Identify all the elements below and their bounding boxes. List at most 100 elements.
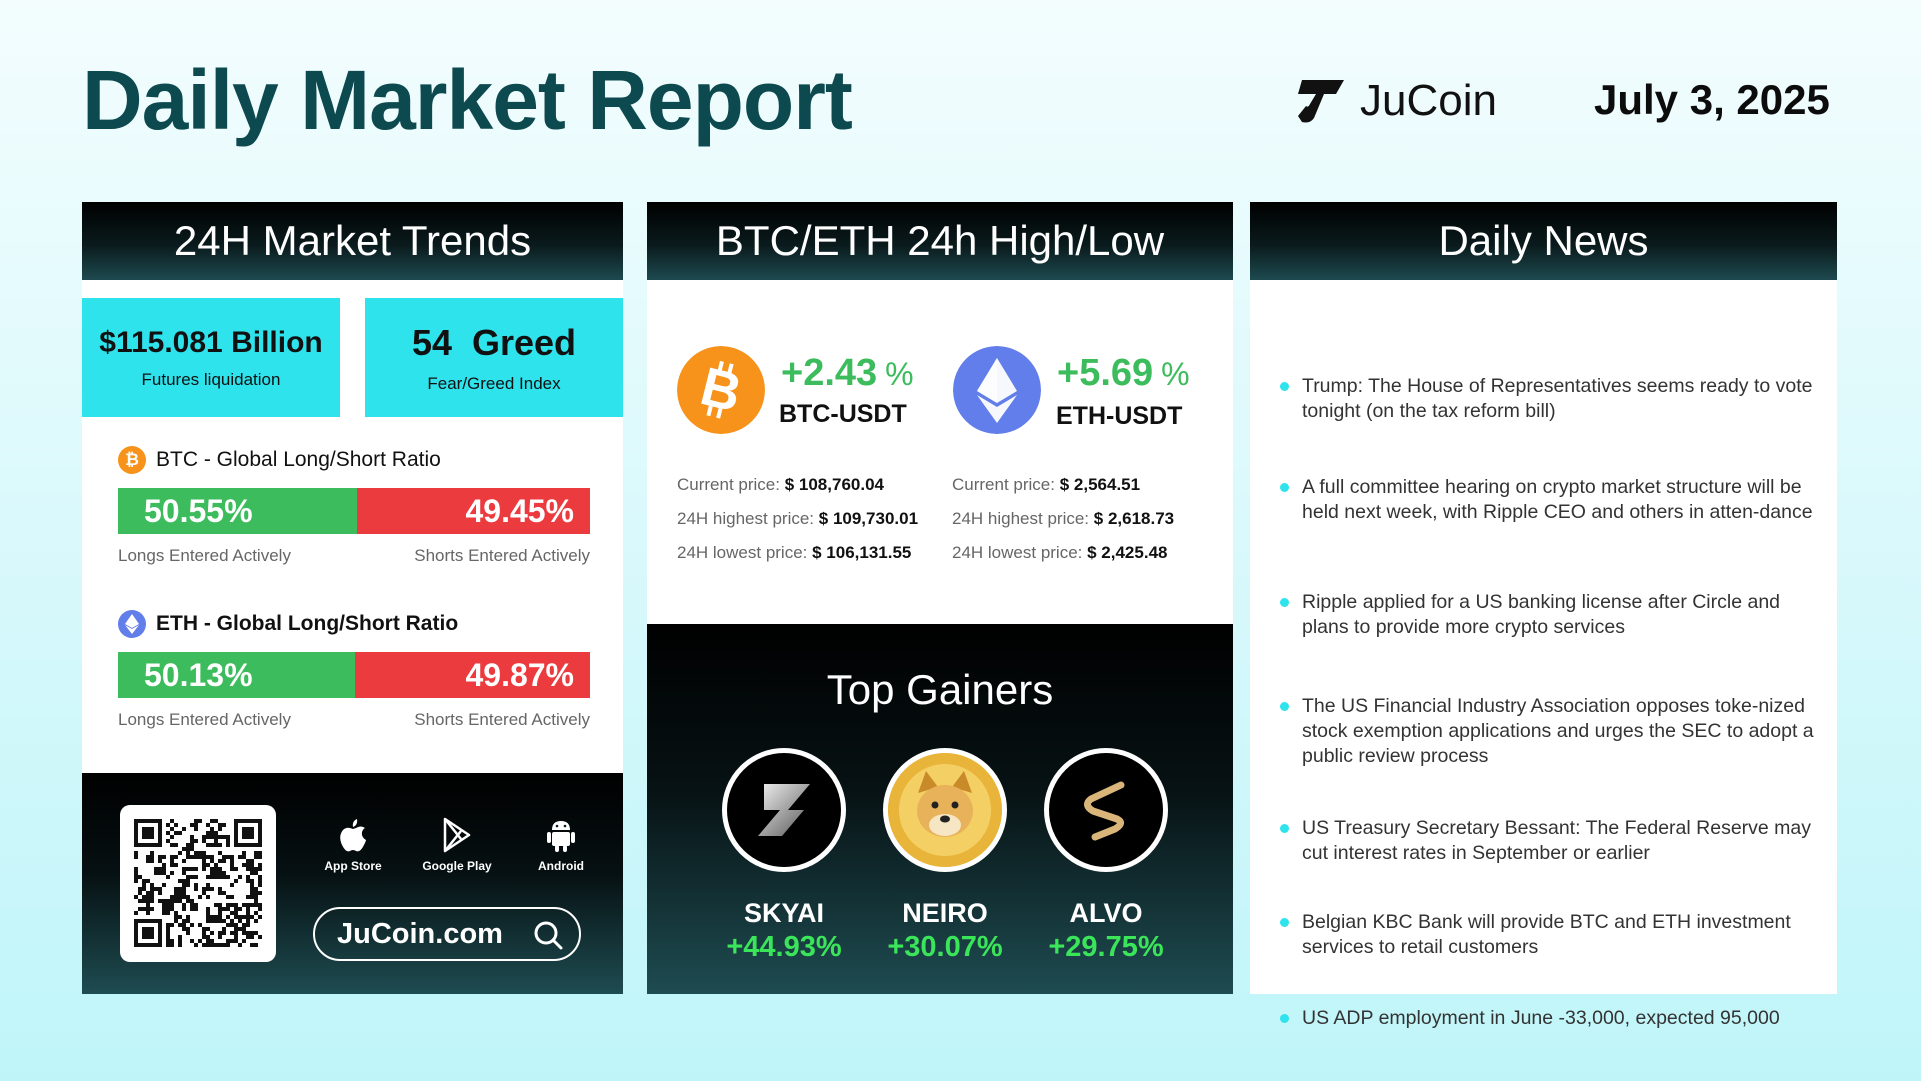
gainer-change: +30.07% — [887, 931, 1003, 963]
gainer-name: SKYAI — [743, 898, 825, 928]
eth-change-pct: % — [1161, 356, 1190, 392]
qr-code-icon — [134, 819, 262, 947]
news-item[interactable]: Belgian KBC Bank will provide BTC and ET… — [1280, 910, 1815, 960]
neiro-dog-icon — [888, 753, 1002, 867]
btc-ratio-title: BTC - Global Long/Short Ratio — [156, 448, 441, 471]
search-icon — [534, 921, 563, 950]
eth-short-label: Shorts Entered Actively — [414, 710, 590, 729]
eth-low-price: $ 2,425.48 — [1087, 543, 1168, 562]
fear-greed-label: Fear/Greed Index — [427, 374, 561, 393]
jucoin-logo-icon — [1298, 80, 1344, 123]
eth-ratio-title: ETH - Global Long/Short Ratio — [156, 612, 459, 635]
news-text: Ripple applied for a US banking license … — [1302, 591, 1781, 638]
news-text: Trump: The House of Representatives seem… — [1302, 375, 1813, 422]
btc-change-value: +2.43 — [781, 352, 878, 394]
app-store-label: App Store — [324, 859, 382, 873]
eth-prices: Current price: $ 2,564.51 24H highest pr… — [952, 468, 1174, 570]
bullet-icon — [1280, 702, 1289, 711]
eth-long-label: Longs Entered Actively — [118, 710, 291, 729]
bullet-icon — [1280, 483, 1289, 492]
eth-current-label: Current price: — [952, 475, 1055, 494]
daily-news-panel: Daily News Trump: The House of Represent… — [1250, 202, 1837, 1029]
eth-icon — [118, 610, 146, 638]
app-store-link[interactable]: App Store — [314, 817, 392, 873]
market-trends-panel: 24H Market Trends $115.081 Billion Futur… — [82, 202, 623, 994]
eth-change: +5.69% — [1057, 352, 1190, 395]
news-text: Belgian KBC Bank will provide BTC and ET… — [1302, 911, 1791, 958]
apple-icon — [340, 819, 366, 852]
btc-high-price: $ 109,730.01 — [818, 509, 919, 528]
alvo-icon — [1084, 781, 1125, 841]
gainer-name: NEIRO — [902, 898, 988, 928]
eth-change-value: +5.69 — [1057, 352, 1154, 394]
gainer-neiro[interactable]: NEIRO +30.07% — [883, 748, 1007, 964]
google-play-link[interactable]: Google Play — [418, 817, 496, 873]
gainer-change: +44.93% — [726, 931, 842, 963]
liquidation-label: Futures liquidation — [141, 370, 281, 389]
news-item[interactable]: US ADP employment in June -33,000, expec… — [1280, 1006, 1815, 1031]
website-search-button[interactable]: JuCoin.com — [313, 907, 581, 961]
btc-low-label: 24H lowest price: — [677, 543, 808, 562]
gainer-alvo[interactable]: ALVO +29.75% — [1044, 748, 1168, 964]
high-low-panel: BTC/ETH 24h High/Low B +2.43% BTC-USDT +… — [647, 202, 1233, 994]
ethereum-icon — [953, 346, 1041, 434]
news-item[interactable]: Ripple applied for a US banking license … — [1280, 590, 1815, 640]
high-low-heading: BTC/ETH 24h High/Low — [647, 202, 1233, 280]
btc-current-label: Current price: — [677, 475, 780, 494]
btc-short-label: Shorts Entered Actively — [414, 546, 590, 565]
gainer-name: ALVO — [1069, 898, 1143, 928]
news-item[interactable]: Trump: The House of Representatives seem… — [1280, 374, 1815, 424]
skyai-icon — [758, 784, 810, 836]
bullet-icon — [1280, 1014, 1289, 1023]
website-label: JuCoin.com — [337, 917, 503, 950]
brand-logo: JuCoin — [1296, 76, 1497, 126]
eth-low-label: 24H lowest price: — [952, 543, 1083, 562]
app-download-footer: App Store Google Play — [82, 773, 623, 994]
btc-ratio: ₿ BTC - Global Long/Short Ratio 50.55% 4… — [118, 446, 590, 566]
eth-long-segment: 50.13% — [118, 652, 355, 698]
gainer-change: +29.75% — [1048, 931, 1164, 963]
bullet-icon — [1280, 918, 1289, 927]
btc-change: +2.43% — [781, 352, 914, 395]
top-gainers-section: Top Gainers SKYAI +44.93% — [647, 624, 1233, 994]
eth-pair: ETH-USDT — [1056, 402, 1183, 430]
bullet-icon — [1280, 824, 1289, 833]
skyai-logo — [722, 748, 846, 872]
btc-icon: ₿ — [118, 446, 146, 474]
report-date: July 3, 2025 — [1594, 76, 1830, 123]
alvo-logo — [1044, 748, 1168, 872]
eth-ratio-bar: 50.13% 49.87% — [118, 652, 590, 698]
liquidation-card: $115.081 Billion Futures liquidation — [82, 298, 340, 417]
page-title: Daily Market Report — [82, 53, 853, 147]
btc-prices: Current price: $ 108,760.04 24H highest … — [677, 468, 918, 570]
google-play-icon — [443, 817, 471, 853]
eth-high-label: 24H highest price: — [952, 509, 1090, 528]
btc-current-price: $ 108,760.04 — [784, 475, 884, 494]
bullet-icon — [1280, 382, 1289, 391]
btc-low-price: $ 106,131.55 — [812, 543, 912, 562]
eth-current-price: $ 2,564.51 — [1059, 475, 1141, 494]
eth-high-price: $ 2,618.73 — [1093, 509, 1175, 528]
news-item[interactable]: US Treasury Secretary Bessant: The Feder… — [1280, 816, 1815, 866]
market-trends-heading: 24H Market Trends — [82, 202, 623, 280]
news-text: The US Financial Industry Association op… — [1302, 695, 1814, 767]
bitcoin-icon: B — [677, 346, 765, 434]
android-label: Android — [538, 859, 584, 873]
fear-greed-value: 54 Greed — [411, 322, 577, 363]
bullet-icon — [1280, 598, 1289, 607]
btc-high-label: 24H highest price: — [677, 509, 815, 528]
gainer-skyai[interactable]: SKYAI +44.93% — [722, 748, 846, 964]
news-item[interactable]: The US Financial Industry Association op… — [1280, 694, 1815, 769]
top-gainers-heading: Top Gainers — [826, 666, 1054, 713]
android-link[interactable]: Android — [522, 817, 600, 873]
news-text: US Treasury Secretary Bessant: The Feder… — [1302, 817, 1812, 864]
daily-news-heading: Daily News — [1250, 202, 1837, 280]
btc-long-segment: 50.55% — [118, 488, 357, 534]
neiro-logo — [883, 748, 1007, 872]
news-text: A full committee hearing on crypto marke… — [1302, 476, 1813, 523]
brand-name: JuCoin — [1360, 76, 1497, 125]
news-item[interactable]: A full committee hearing on crypto marke… — [1280, 475, 1815, 525]
eth-ratio: ETH - Global Long/Short Ratio 50.13% 49.… — [118, 610, 590, 730]
btc-long-label: Longs Entered Actively — [118, 546, 291, 565]
btc-pair: BTC-USDT — [779, 400, 907, 428]
